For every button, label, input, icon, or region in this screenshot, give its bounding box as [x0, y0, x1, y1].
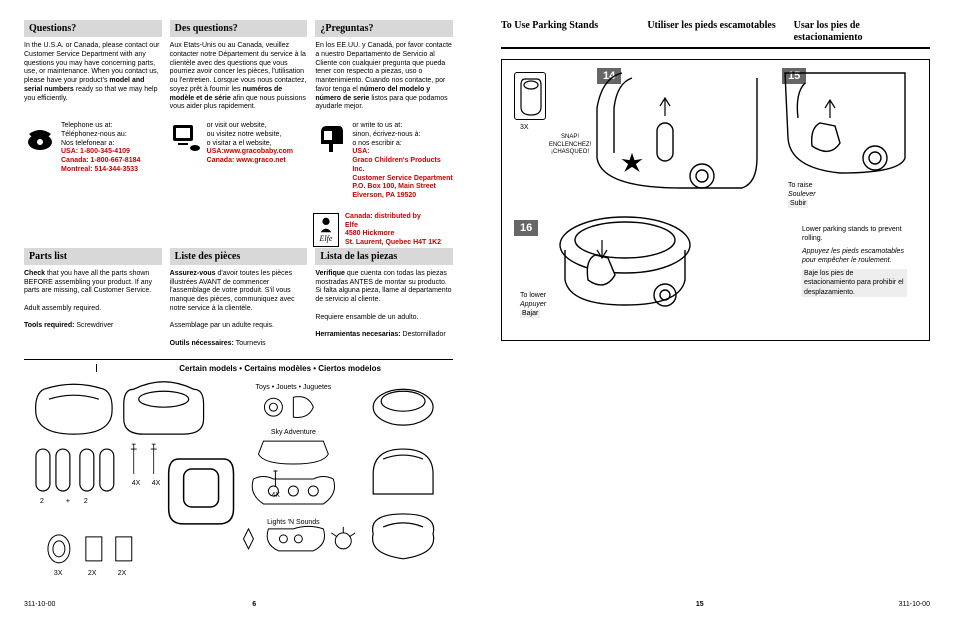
svg-text:+: +: [66, 497, 70, 504]
page-15: To Use Parking Stands Utiliser les pieds…: [477, 0, 954, 618]
parts-en: Parts list Check that you have all the p…: [24, 248, 162, 349]
parking-hdr-row: To Use Parking Stands Utiliser les pieds…: [501, 20, 930, 49]
contact-mail: or write to us at:sinon, écrivez-nous à:…: [315, 122, 453, 201]
step-15-illus: [780, 68, 910, 178]
phone-icon: [24, 122, 56, 154]
parts-en-body: Check that you have all the parts shown …: [24, 270, 162, 331]
step-14-illus: [562, 68, 762, 198]
steps-frame: 14 3X SNAP!ENCLENCHEZ!¡CHASQUEO! 15: [501, 59, 930, 341]
contact-mail-text: or write to us at:sinon, écrivez-nous à:…: [352, 122, 453, 201]
svg-text:2X: 2X: [118, 569, 127, 576]
contact-phone-text: Telephone us at:Téléphonez-nous au:Nos t…: [61, 122, 140, 201]
lower-desc: Lower parking stands to prevent rolling.…: [802, 225, 907, 297]
footer-right: 15 311-10-00: [501, 601, 930, 608]
svg-text:4X: 4X: [152, 479, 161, 486]
questions-fr-hdr: Des questions?: [170, 20, 308, 37]
contact-phone: Telephone us at:Téléphonez-nous au:Nos t…: [24, 122, 162, 201]
parts-es-body: Verifique que cuenta con todas las pieza…: [315, 270, 453, 340]
questions-row: Questions? In the U.S.A. or Canada, plea…: [24, 20, 453, 112]
svg-text:Sky Adventure: Sky Adventure: [271, 429, 316, 436]
parts-fr: Liste des pièces Assurez-vous d'avoir to…: [170, 248, 308, 349]
parts-en-hdr: Parts list: [24, 248, 162, 265]
elfe-row: Elfe Canada: distributed byElfe4580 Hick…: [24, 213, 453, 248]
step-16-illus: [550, 210, 700, 320]
svg-text:3X: 3X: [54, 569, 63, 576]
mailbox-icon: [315, 122, 347, 154]
step-16-num: 16: [514, 220, 538, 236]
raise-text: To raise Soulever Subir: [788, 182, 816, 208]
stand-icon-box: [514, 72, 546, 120]
lower-text: To lower Appuyer Bajar: [520, 292, 546, 318]
contact-row: Telephone us at:Téléphonez-nous au:Nos t…: [24, 122, 453, 201]
svg-text:4X: 4X: [132, 479, 141, 486]
questions-en-body: In the U.S.A. or Canada, please contact …: [24, 42, 162, 103]
questions-es: ¿Preguntas? En los EE.UU. y Canadá, por …: [315, 20, 453, 112]
svg-text:Lights 'N Sounds: Lights 'N Sounds: [267, 518, 320, 525]
parts-es-hdr: Lista de las piezas: [315, 248, 453, 265]
parking-hdr-es: Usar los pies de estacionamiento: [794, 20, 930, 43]
questions-en-hdr: Questions?: [24, 20, 162, 37]
parts-fr-body: Assurez-vous d'avoir toutes les pièces i…: [170, 270, 308, 349]
doc-number-r: 311-10-00: [899, 601, 930, 608]
parts-diagram: 4X 4X 2 + 2 3X 2X: [24, 379, 453, 589]
questions-es-body: En los EE.UU. y Canadá, por favor contac…: [315, 42, 453, 112]
elfe-icon: Elfe: [313, 213, 339, 247]
page-number: 6: [252, 601, 256, 608]
parking-hdr-en: To Use Parking Stands: [501, 20, 637, 43]
parts-fr-hdr: Liste des pièces: [170, 248, 308, 265]
svg-text:2: 2: [84, 497, 88, 504]
page-number-r: 15: [696, 601, 704, 608]
questions-fr: Des questions? Aux Etats-Unis ou au Cana…: [170, 20, 308, 112]
doc-number: 311-10-00: [24, 601, 55, 608]
svg-text:2X: 2X: [88, 569, 97, 576]
contact-web: or visit our website,ou visitez notre we…: [170, 122, 308, 201]
questions-fr-body: Aux Etats-Unis ou au Canada, veuillez co…: [170, 42, 308, 112]
questions-es-hdr: ¿Preguntas?: [315, 20, 453, 37]
parking-hdr-fr: Utiliser les pieds escamotables: [647, 20, 783, 43]
computer-icon: [170, 122, 202, 154]
footer-left: 311-10-00 6: [24, 601, 453, 608]
svg-text:2: 2: [40, 497, 44, 504]
models-line: Certain models • Certains modèles • Cier…: [24, 359, 453, 373]
questions-en: Questions? In the U.S.A. or Canada, plea…: [24, 20, 162, 112]
contact-web-text: or visit our website,ou visitez notre we…: [207, 122, 293, 201]
parts-es: Lista de las piezas Verifique que cuenta…: [315, 248, 453, 349]
page-6: Questions? In the U.S.A. or Canada, plea…: [0, 0, 477, 618]
elfe-text: Canada: distributed byElfe4580 HickmoreS…: [345, 213, 441, 248]
parts-row: Parts list Check that you have all the p…: [24, 248, 453, 349]
svg-text:Toys • Jouets • Juguetes: Toys • Jouets • Juguetes: [255, 384, 331, 391]
qty-3x: 3X: [520, 124, 529, 133]
